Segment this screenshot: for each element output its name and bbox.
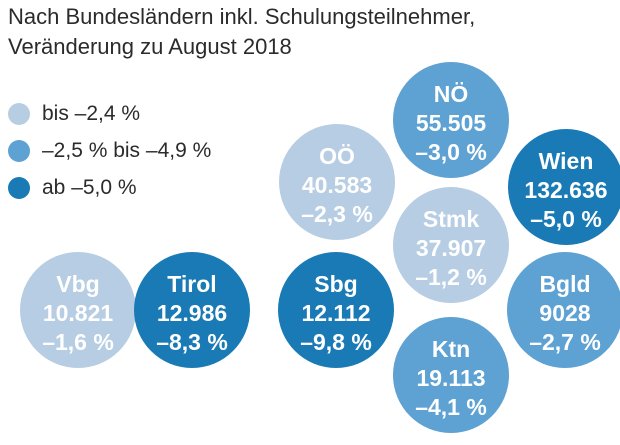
bubble-change-label: –1,2 % [415, 264, 487, 290]
legend-item-dark: ab –5,0 % [8, 169, 211, 206]
bubble-change-label: –1,6 % [42, 329, 114, 355]
chart-title: Nach Bundesländern inkl. Schulungsteilne… [8, 2, 475, 62]
bubble-value-label: 19.113 [416, 365, 485, 391]
bubble-value-label: 12.986 [157, 300, 227, 326]
bubble-value-label: 10.821 [43, 300, 114, 326]
bubble-value-label: 9028 [539, 300, 590, 326]
bubble-vbg: Vbg 10.821 –1,6 % [20, 252, 136, 368]
legend-item-medium: –2,5 % bis –4,9 % [8, 132, 211, 169]
bubble-change-label: –2,3 % [301, 201, 373, 227]
bubble-circle [278, 252, 394, 368]
bubble-tirol: Tirol 12.986 –8,3 % [134, 252, 250, 368]
bubble-wien: Wien 132.636 –5,0 % [508, 129, 620, 245]
bubble-ktn: Ktn 19.113 –4,1 % [393, 317, 509, 433]
bubble-value-label: 132.636 [524, 177, 607, 203]
bubble-circle [20, 252, 136, 368]
bubble-change-label: –4,1 % [415, 394, 487, 420]
legend-item-light: bis –2,4 % [8, 95, 211, 132]
bubble-bgld: Bgld 9028 –2,7 % [507, 252, 620, 368]
legend-dot-medium-icon [8, 139, 30, 162]
bubble-change-label: –8,3 % [156, 329, 228, 355]
bubble-circle [393, 317, 509, 433]
bubble-value-label: 40.583 [302, 172, 372, 198]
bubble-name-label: Vbg [56, 271, 99, 297]
title-line-1: Nach Bundesländern inkl. Schulungsteilne… [8, 4, 476, 29]
bubble-circle [507, 252, 620, 368]
bubble-circle [279, 124, 395, 240]
legend-label-light: bis –2,4 % [42, 101, 141, 125]
bubble-circle [393, 187, 509, 303]
legend-label-medium: –2,5 % bis –4,9 % [42, 138, 212, 162]
bubble-name-label: NÖ [434, 81, 469, 107]
bubble-sbg: Sbg 12.112 –9,8 % [278, 252, 394, 368]
bubble-change-label: –9,8 % [300, 329, 372, 355]
bubble-value-label: 12.112 [301, 300, 370, 326]
legend: bis –2,4 % –2,5 % bis –4,9 % ab –5,0 % [8, 95, 211, 206]
bubble-circle [508, 129, 620, 245]
bubble-change-label: –5,0 % [530, 206, 602, 232]
legend-label-dark: ab –5,0 % [42, 175, 137, 199]
bubble-value-label: 37.907 [416, 235, 486, 261]
bubble-name-label: OÖ [319, 143, 355, 169]
bubble-name-label: Stmk [423, 206, 479, 232]
bubble-change-label: –2,7 % [529, 329, 601, 355]
bubble-name-label: Bgld [539, 271, 590, 297]
bubble-noe: NÖ 55.505 –3,0 % [393, 62, 509, 178]
title-line-2: Veränderung zu August 2018 [8, 34, 292, 59]
bubble-name-label: Tirol [167, 271, 216, 297]
legend-dot-light-icon [8, 102, 30, 125]
bubble-name-label: Sbg [314, 271, 357, 297]
legend-dot-dark-icon [8, 176, 30, 199]
bubble-name-label: Wien [539, 148, 594, 174]
bubble-circle [134, 252, 250, 368]
bubble-stmk: Stmk 37.907 –1,2 % [393, 187, 509, 303]
bubble-ooe: OÖ 40.583 –2,3 % [279, 124, 395, 240]
bubble-name-label: Ktn [432, 336, 470, 362]
bubble-value-label: 55.505 [416, 110, 487, 136]
bubble-change-label: –3,0 % [415, 139, 487, 165]
bubble-circle [393, 62, 509, 178]
